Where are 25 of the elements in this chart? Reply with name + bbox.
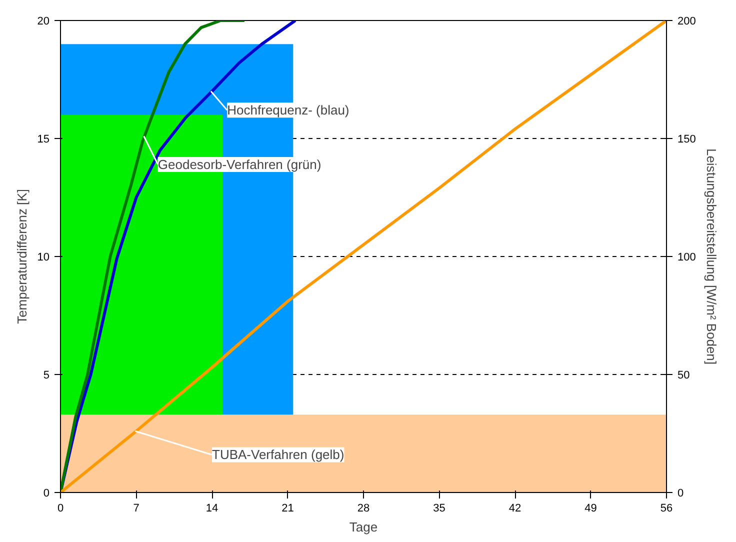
annotation: Geodesorb-Verfahren (grün) xyxy=(158,156,322,172)
y2-tick-label: 150 xyxy=(678,134,696,146)
x-tick-label: 0 xyxy=(57,502,64,514)
y-tick-label: 0 xyxy=(43,488,50,500)
y-tick-label: 20 xyxy=(37,16,50,28)
x-axis-title: Tage xyxy=(349,520,378,534)
y2-tick-label: 200 xyxy=(678,16,696,28)
x-tick-label: 56 xyxy=(660,502,673,514)
x-tick-label: 14 xyxy=(206,502,218,514)
y-axis-title: Temperaturdifferenz [K] xyxy=(14,189,30,324)
y2-tick-label: 100 xyxy=(678,252,696,264)
y-tick-label: 10 xyxy=(37,252,50,264)
x-tick-label: 21 xyxy=(282,502,294,514)
annotation: Hochfrequenz- (blau) xyxy=(227,102,350,118)
y2-tick-label: 50 xyxy=(678,370,690,382)
y2-axis-title: Leistungsbereitstellung [W/m² Boden] xyxy=(704,148,719,365)
y-tick-label: 15 xyxy=(37,134,50,146)
y2-tick-label: 0 xyxy=(678,488,684,500)
x-tick-label: 49 xyxy=(584,502,597,514)
x-tick-label: 28 xyxy=(357,502,370,514)
x-tick-label: 7 xyxy=(133,502,140,514)
annotation: TUBA-Verfahren (gelb) xyxy=(212,447,344,462)
x-tick-label: 42 xyxy=(508,502,522,514)
x-tick-label: 35 xyxy=(433,502,446,514)
y-tick-label: 5 xyxy=(43,370,50,382)
